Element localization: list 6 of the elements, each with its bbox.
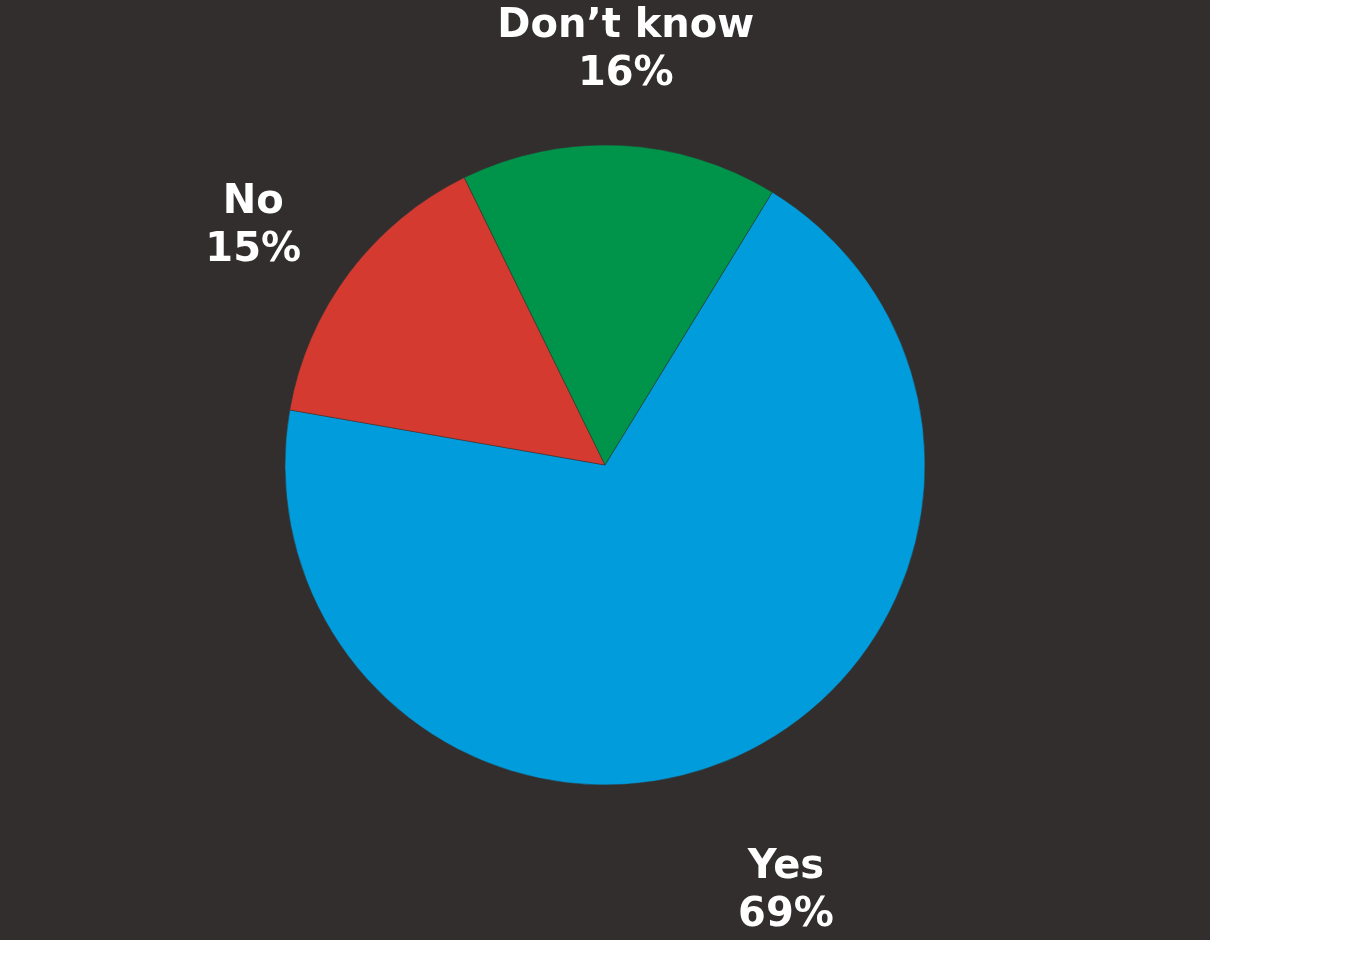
data-label: 69% [738,889,834,936]
slice-label: Don’t know [497,0,755,47]
slice-label: Yes [746,841,825,888]
slice-label: No [222,175,284,222]
data-label: 15% [205,223,302,270]
data-label: 16% [577,48,674,95]
